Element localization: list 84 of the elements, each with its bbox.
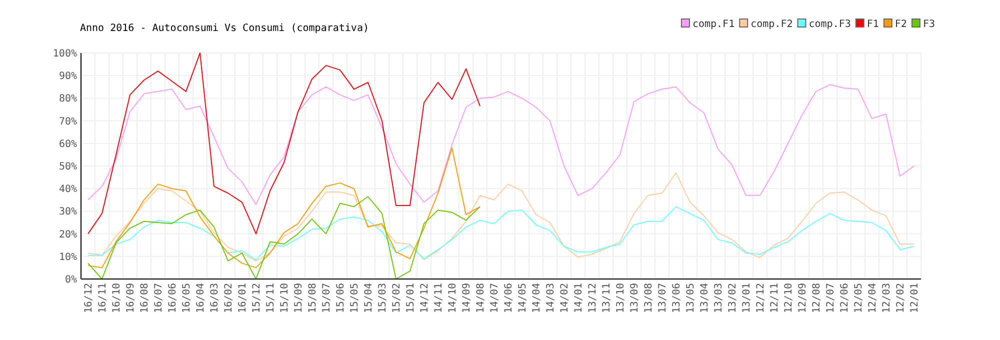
x-tick-label: 16/08	[140, 283, 150, 314]
x-tick-label: 15/03	[378, 283, 388, 314]
legend-label: comp.F2	[750, 19, 793, 30]
x-tick-label: 13/09	[630, 283, 640, 314]
line-series	[88, 206, 914, 260]
legend-label: F3	[922, 19, 936, 30]
x-tick-label: 14/11	[434, 283, 444, 314]
x-tick-label: 14/07	[490, 283, 500, 314]
x-tick-label: 13/01	[742, 283, 752, 314]
x-tick-label: 14/03	[546, 283, 556, 314]
y-tick-label: 50%	[58, 162, 77, 172]
y-tick-label: 90%	[58, 71, 77, 82]
x-tick-label: 12/08	[812, 283, 822, 314]
x-tick-label: 16/07	[154, 283, 164, 314]
x-tick-label: 15/05	[350, 283, 360, 314]
x-tick-label: 16/02	[224, 283, 234, 314]
y-tick-label: 40%	[58, 184, 77, 196]
x-tick-label: 14/05	[518, 283, 528, 314]
x-tick-label: 15/02	[392, 283, 402, 314]
x-tick-label: 12/09	[798, 283, 808, 314]
x-tick-label: 14/09	[462, 283, 472, 314]
x-tick-label: 14/01	[574, 283, 584, 314]
x-tick-label: 13/11	[602, 283, 612, 314]
y-tick-label: 100%	[52, 48, 77, 60]
x-tick-label: 12/05	[854, 283, 864, 314]
line-series	[88, 84, 914, 205]
x-tick-label: 15/11	[266, 283, 276, 314]
x-tick-label: 13/12	[588, 283, 598, 314]
x-tick-label: 16/10	[112, 283, 122, 314]
line-series	[88, 147, 480, 268]
x-tick-label: 16/12	[84, 283, 94, 314]
x-tick-label: 15/07	[322, 283, 332, 314]
legend-label: F2	[894, 19, 907, 30]
x-tick-label: 14/12	[420, 283, 430, 314]
x-tick-label: 16/09	[126, 283, 136, 314]
y-tick-label: 10%	[58, 252, 77, 263]
x-tick-label: 14/08	[476, 283, 486, 314]
x-tick-label: 15/10	[280, 283, 290, 314]
line-series	[88, 172, 914, 262]
y-tick-label: 0%	[64, 274, 77, 286]
x-tick-label: 16/05	[182, 283, 192, 314]
x-tick-label: 13/10	[616, 283, 626, 314]
x-tick-label: 13/04	[700, 283, 710, 314]
y-tick-label: 30%	[58, 206, 77, 218]
x-tick-label: 12/06	[840, 283, 850, 314]
x-tick-label: 12/01	[910, 283, 920, 314]
x-tick-label: 14/04	[532, 283, 542, 314]
x-tick-label: 16/04	[196, 283, 206, 314]
x-tick-label: 15/01	[406, 283, 416, 314]
y-tick-label: 70%	[58, 116, 77, 128]
x-tick-label: 12/10	[784, 283, 794, 314]
x-tick-label: 16/01	[238, 283, 248, 314]
y-tick-label: 20%	[58, 229, 77, 240]
x-tick-label: 15/06	[336, 283, 346, 314]
x-tick-label: 16/03	[210, 283, 220, 314]
line-series	[88, 52, 480, 234]
x-tick-label: 13/07	[658, 283, 668, 314]
x-tick-label: 16/06	[168, 283, 178, 314]
y-tick-label: 60%	[58, 138, 77, 150]
x-tick-label: 15/08	[308, 283, 318, 314]
x-tick-label: 13/08	[644, 283, 654, 314]
line-series	[88, 196, 480, 280]
y-tick-label: 80%	[58, 94, 77, 105]
x-tick-label: 13/03	[714, 283, 724, 314]
x-tick-label: 14/10	[448, 283, 458, 314]
x-tick-label: 12/02	[896, 283, 906, 314]
x-tick-label: 15/09	[294, 283, 304, 314]
x-tick-label: 12/07	[826, 283, 836, 314]
x-tick-label: 15/12	[252, 283, 262, 314]
x-tick-label: 16/11	[98, 283, 108, 314]
legend-label: comp.F1	[692, 19, 735, 30]
legend-label: comp.F3	[808, 19, 851, 30]
x-tick-label: 12/03	[882, 283, 892, 314]
chart-title: Anno 2016 - Autoconsumi Vs Consumi (comparativa)	[80, 23, 369, 34]
x-tick-label: 12/11	[770, 283, 780, 314]
x-tick-label: 13/05	[686, 283, 696, 314]
x-tick-label: 14/02	[560, 283, 570, 314]
x-tick-label: 14/06	[504, 283, 514, 314]
x-tick-label: 12/12	[756, 283, 766, 314]
legend-label: F1	[866, 19, 879, 30]
x-tick-label: 13/06	[672, 283, 682, 314]
x-tick-label: 15/04	[364, 283, 374, 314]
x-tick-label: 13/02	[728, 283, 738, 314]
x-tick-label: 12/04	[868, 283, 878, 314]
